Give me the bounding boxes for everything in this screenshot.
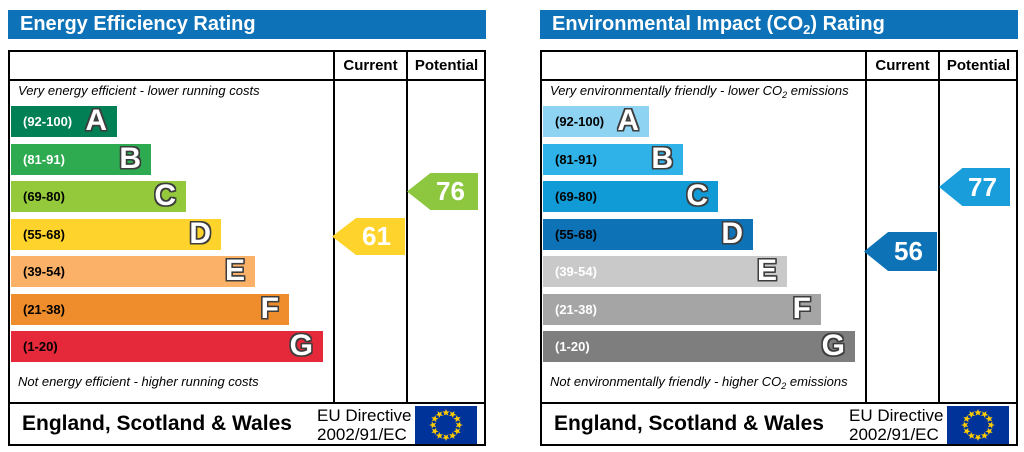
title-subscript: 2 (803, 22, 811, 37)
panel-title-environmental: Environmental Impact (CO2) Rating (540, 10, 1018, 39)
band-g: (1-20) G (11, 331, 323, 362)
band-f-letter: F (260, 292, 279, 325)
panel-footer: England, Scotland & Wales EU Directive 20… (8, 402, 486, 446)
band-e-range: (39-54) (23, 264, 65, 279)
potential-rating-value: 76 (436, 176, 465, 206)
band-d-range: (55-68) (555, 227, 597, 242)
band-c: (69-80) C (11, 181, 186, 212)
band-g: (1-20) G (543, 331, 855, 362)
top-caption: Very environmentally friendly - lower CO… (550, 83, 849, 100)
band-d-letter: D (721, 217, 743, 250)
band-c-range: (69-80) (23, 189, 65, 204)
caption-subscript: 2 (782, 90, 788, 100)
potential-rating-arrow: 76 (407, 173, 478, 210)
band-e: (39-54) E (11, 256, 255, 287)
band-e: (39-54) E (543, 256, 787, 287)
eu-directive-label: EU Directive 2002/91/EC (317, 406, 411, 444)
region-label: England, Scotland & Wales (554, 412, 824, 435)
band-f-range: (21-38) (555, 302, 597, 317)
band-f: (21-38) F (543, 294, 821, 325)
band-e-letter: E (224, 254, 245, 287)
band-b: (81-91) B (11, 144, 151, 175)
band-d-letter: D (189, 217, 211, 250)
band-g-letter: G (821, 329, 845, 362)
caption-subscript: 2 (781, 381, 787, 391)
eu-flag-icon (947, 406, 1009, 444)
band-b-range: (81-91) (555, 152, 597, 167)
header-row-divider (10, 79, 484, 81)
environmental-impact-panel: Environmental Impact (CO2) Rating Curren… (540, 10, 1018, 446)
title-text: Environmental Impact (CO (552, 13, 804, 35)
current-rating-arrow: 56 (864, 232, 937, 271)
band-a-range: (92-100) (23, 114, 73, 129)
energy-efficiency-panel: Energy Efficiency Rating Current Potenti… (8, 10, 486, 446)
band-a: (92-100) A (11, 106, 117, 137)
band-a-letter: A (617, 104, 639, 137)
top-caption: Very energy efficient - lower running co… (18, 83, 260, 100)
bottom-caption: Not energy efficient - higher running co… (18, 374, 259, 391)
band-c-letter: C (686, 179, 708, 212)
eu-directive-label: EU Directive 2002/91/EC (849, 406, 943, 444)
band-f: (21-38) F (11, 294, 289, 325)
band-a: (92-100) A (543, 106, 649, 137)
column-header-potential: Potential (414, 57, 479, 74)
band-e-letter: E (756, 254, 777, 287)
band-g-letter: G (289, 329, 313, 362)
eu-directive-line1: EU Directive (317, 406, 412, 425)
band-d: (55-68) D (543, 219, 753, 250)
band-b: (81-91) B (543, 144, 683, 175)
potential-column-divider (938, 52, 940, 402)
title-text-end: ) Rating (810, 13, 885, 35)
header-row-divider (542, 79, 1016, 81)
current-rating-value: 56 (894, 236, 923, 266)
potential-rating-value: 77 (968, 172, 997, 202)
caption-text-end: emissions (787, 83, 849, 98)
caption-text: Very energy efficient - lower running co… (18, 83, 260, 98)
current-rating-value: 61 (362, 221, 391, 251)
band-c-range: (69-80) (555, 189, 597, 204)
band-c-letter: C (154, 179, 176, 212)
title-text: Energy Efficiency Rating (20, 13, 256, 35)
band-g-range: (1-20) (555, 339, 590, 354)
panel-title-energy: Energy Efficiency Rating (8, 10, 486, 39)
panel-footer: England, Scotland & Wales EU Directive 20… (540, 402, 1018, 446)
eu-directive-line2: 2002/91/EC (317, 425, 407, 444)
band-e-range: (39-54) (555, 264, 597, 279)
column-header-current: Current (875, 57, 930, 74)
band-f-letter: F (792, 292, 811, 325)
current-column-divider (865, 52, 867, 402)
caption-text: Not energy efficient - higher running co… (18, 374, 259, 389)
band-c: (69-80) C (543, 181, 718, 212)
band-b-letter: B (651, 142, 673, 175)
column-header-potential: Potential (946, 57, 1011, 74)
band-d: (55-68) D (11, 219, 221, 250)
bottom-caption: Not environmentally friendly - higher CO… (550, 374, 848, 391)
band-b-range: (81-91) (23, 152, 65, 167)
column-header-current: Current (343, 57, 398, 74)
band-f-range: (21-38) (23, 302, 65, 317)
band-g-range: (1-20) (23, 339, 58, 354)
caption-text-end: emissions (786, 374, 848, 389)
eu-flag-icon (415, 406, 477, 444)
band-a-range: (92-100) (555, 114, 605, 129)
band-a-letter: A (85, 104, 107, 137)
caption-text: Very environmentally friendly - lower CO (550, 83, 783, 98)
eu-directive-line2: 2002/91/EC (849, 425, 939, 444)
caption-text: Not environmentally friendly - higher CO (550, 374, 782, 389)
band-b-letter: B (119, 142, 141, 175)
band-d-range: (55-68) (23, 227, 65, 242)
current-column-divider (333, 52, 335, 402)
region-label: England, Scotland & Wales (22, 412, 292, 435)
potential-column-divider (406, 52, 408, 402)
eu-directive-line1: EU Directive (849, 406, 944, 425)
